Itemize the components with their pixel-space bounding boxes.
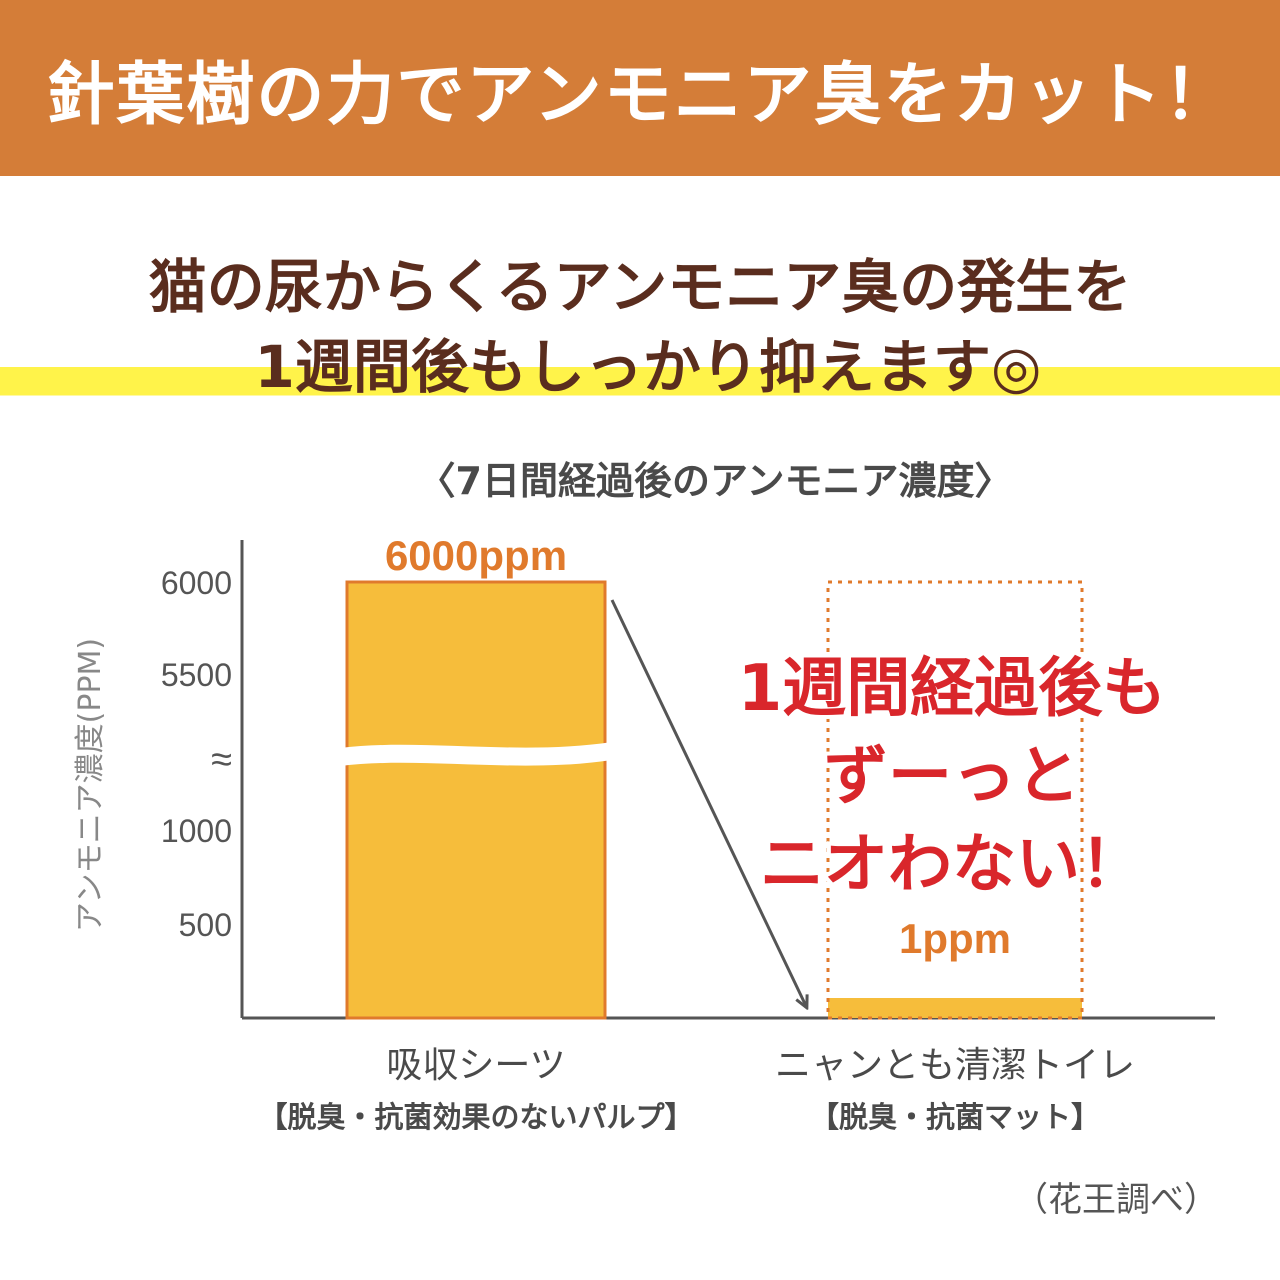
headline-line-2-wrap: 1週間後もしっかり抑えます◎	[0, 320, 1280, 404]
bar-absorbent-sheet	[345, 580, 607, 1020]
bar-nyantomo-toilet	[828, 998, 1082, 1018]
reference-dotted-box	[826, 580, 1084, 1020]
callout-text: ニオわない！	[760, 828, 1144, 902]
chart-title: 〈7日間経過後のアンモニア濃度〉	[417, 459, 1013, 503]
category-label: 吸収シーツ	[386, 1045, 565, 1086]
banner-title: 針葉樹の力でアンモニア臭をカット！	[46, 55, 1234, 135]
category-sublabel: 【脱臭・抗菌効果のないパルプ】	[258, 1100, 693, 1134]
headline-line-1: 猫の尿からくるアンモニア臭の発生を	[148, 253, 1132, 321]
value-label: 1ppm	[899, 915, 1011, 962]
source-note: （花王調べ）	[1014, 1180, 1218, 1220]
y-tick-label: 5500	[161, 657, 232, 693]
decrease-arrow	[610, 599, 806, 1006]
y-tick-label: 500	[179, 907, 232, 943]
category-label: ニャンとも清潔トイレ	[775, 1045, 1135, 1086]
category-sublabel: 【脱臭・抗菌マット】	[810, 1100, 1100, 1134]
callout-text: ずーっと	[824, 740, 1080, 814]
y-tick-label: ≈	[211, 739, 232, 781]
value-label: 6000ppm	[385, 532, 567, 579]
headline-line-2: 1週間後もしっかり抑えます◎	[0, 320, 1280, 404]
y-axis-title: アンモニア濃度(PPM)	[73, 638, 108, 932]
callout-text: 1週間経過後も	[738, 652, 1167, 726]
title-banner: 針葉樹の力でアンモニア臭をカット！	[0, 0, 1280, 176]
y-tick-label: 1000	[161, 813, 232, 849]
bar-break-wave	[340, 742, 612, 766]
y-tick-label: 6000	[161, 565, 232, 601]
